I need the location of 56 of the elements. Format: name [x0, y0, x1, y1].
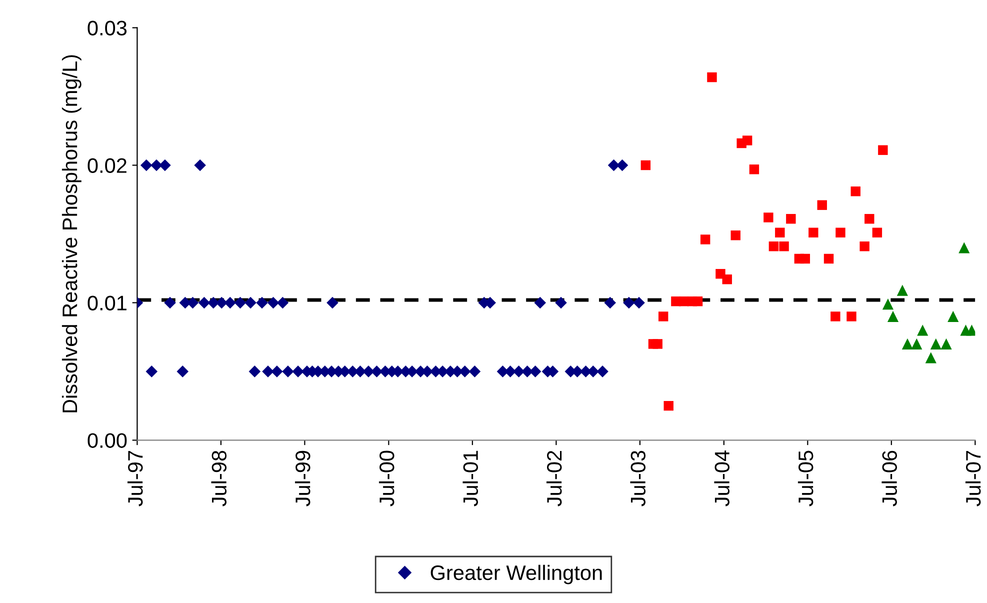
- x-tick-label: Jul-98: [211, 450, 227, 506]
- point: [872, 228, 882, 238]
- x-tick-label: Jul-01: [462, 450, 478, 506]
- legend-label: Greater Wellington: [430, 564, 602, 584]
- point: [775, 228, 785, 238]
- point: [640, 160, 651, 170]
- point: [722, 274, 732, 284]
- x-tick-label: Jul-06: [882, 450, 897, 506]
- point: [902, 338, 914, 350]
- point: [948, 310, 959, 322]
- point: [917, 324, 928, 336]
- point: [850, 186, 860, 196]
- point: [930, 338, 942, 350]
- point: [800, 254, 810, 264]
- point: [925, 352, 936, 364]
- y-tick-label: 0.01: [88, 296, 126, 310]
- point: [742, 136, 752, 146]
- point: [768, 241, 779, 252]
- point: [692, 296, 703, 306]
- point: [817, 200, 827, 210]
- point: [749, 164, 760, 174]
- x-tick-label: Jul-02: [546, 450, 562, 506]
- point: [779, 241, 789, 252]
- point: [887, 310, 899, 322]
- y-tick-label: 0.02: [88, 158, 126, 173]
- x-tick-label: Jul-04: [714, 450, 730, 506]
- point: [882, 298, 894, 310]
- point: [836, 228, 846, 238]
- point: [786, 214, 796, 224]
- point: [864, 214, 874, 224]
- point: [860, 241, 870, 252]
- point: [846, 312, 856, 322]
- y-tick-label: 0.03: [88, 20, 127, 36]
- point: [896, 284, 908, 296]
- point: [652, 339, 662, 349]
- point: [958, 242, 970, 254]
- point: [824, 254, 834, 264]
- point: [707, 72, 717, 82]
- x-tick-label: Jul-07: [965, 450, 981, 506]
- x-tick-label: Jul-97: [127, 450, 143, 506]
- point: [940, 338, 952, 350]
- x-tick-label: Jul-05: [798, 450, 814, 506]
- point: [664, 400, 674, 411]
- point: [700, 234, 710, 244]
- point: [658, 312, 668, 322]
- point: [878, 145, 888, 155]
- point: [730, 230, 740, 240]
- x-tick-label: Jul-00: [378, 450, 394, 506]
- y-axis-title: Dissolved Reactive Phosphorus (mg/L): [62, 55, 82, 412]
- x-tick-label: Jul-03: [630, 450, 646, 506]
- point: [764, 212, 774, 222]
- x-tick-label: Jul-99: [294, 450, 310, 506]
- y-tick-label: 0.00: [88, 433, 127, 448]
- point: [830, 312, 840, 322]
- point: [911, 338, 922, 350]
- point: [808, 228, 818, 238]
